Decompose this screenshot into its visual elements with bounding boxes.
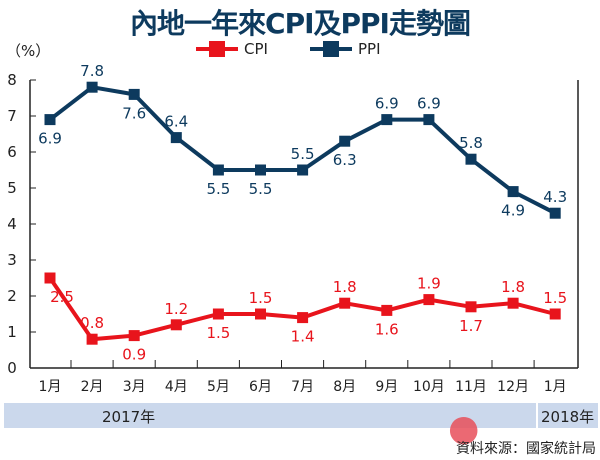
cpi-point [170,319,182,331]
x-tick-label: 1月 [39,379,62,395]
ppi-point [212,164,224,176]
ppi-data-label: 5.8 [459,134,483,152]
ppi-point [339,135,351,147]
y-tick-label: 5 [7,179,17,197]
x-tick-label: 5月 [207,379,230,395]
chart-title: 內地一年來CPI及PPI走勢圖 [130,7,471,40]
cpi-point [339,297,351,309]
x-tick-label: 6月 [249,379,272,395]
y-tick-label: 7 [7,107,17,125]
cpi-legend-marker [196,41,238,57]
x-tick-label: 7月 [291,379,314,395]
y-tick-label: 8 [7,71,17,89]
ppi-data-label: 7.8 [80,62,104,80]
y-tick-label: 2 [7,287,17,305]
cpi-data-label: 1.7 [459,317,483,335]
ppi-data-label: 5.5 [249,180,273,198]
x-tick-label: 10月 [413,379,445,395]
ppi-point [465,153,477,165]
x-tick-label: 11月 [455,379,487,395]
y-tick-label: 3 [7,251,17,269]
ppi-data-label: 6.9 [375,95,399,113]
cpi-point [549,308,561,320]
cpi-point [128,330,140,342]
year-label: 2018年 [541,408,595,426]
ppi-data-label: 4.9 [501,202,525,220]
year-band-2017 [4,403,536,428]
cpi-point [86,333,98,345]
y-tick-label: 4 [7,215,17,233]
x-tick-label: 9月 [375,379,398,395]
legend-label: PPI [358,40,381,58]
cpi-point [255,308,266,320]
ppi-data-label: 4.3 [543,188,567,206]
ppi-point [86,81,98,93]
ppi-point [170,132,182,144]
ppi-legend-marker [310,41,352,57]
cpi-data-label: 1.9 [417,275,441,293]
year-band-2018 [538,403,598,428]
wenweipo-logo: ● [448,408,480,449]
y-tick-label: 0 [7,359,17,377]
ppi-point [549,207,561,219]
ppi-data-label: 6.9 [38,130,62,148]
ppi-point [423,114,435,126]
x-tick-label: 3月 [123,379,146,395]
ppi-point [255,164,266,176]
plot-area: 0 1 2 3 4 5 6 7 8 1月 2月 3月 4月 5月 6月 7月 8月 9月 10月 11月 12月 1月 6.… [7,62,579,395]
cpi-data-label: 0.9 [122,346,146,364]
cpi-data-label: 2.5 [50,288,74,306]
ppi-point [381,114,393,126]
cpi-data-label: 1.5 [206,324,230,342]
x-tick-label: 1月 [544,379,567,395]
ppi-data-label: 6.9 [417,95,441,113]
legend-cpi: CPI [196,40,268,58]
ppi-point [44,114,56,126]
y-axis-unit: （%） [6,42,51,60]
cpi-point [423,294,435,306]
y-tick-label: 6 [7,143,17,161]
cpi-data-label: 1.8 [501,278,525,296]
ppi-data-label: 6.4 [164,113,188,131]
x-tick-label: 12月 [497,379,529,395]
cpi-data-label: 1.4 [291,328,315,346]
cpi-point [212,308,224,320]
cpi-point [44,272,56,284]
y-tick-label: 1 [7,323,17,341]
cpi-point [297,312,309,324]
cpi-point [465,301,477,313]
ppi-point [128,88,140,100]
x-tick-label: 2月 [81,379,104,395]
legend-ppi: PPI [310,40,381,58]
cpi-data-label: 0.8 [80,314,104,332]
cpi-data-label: 1.8 [333,278,357,296]
source-note: 資料來源：國家統計局 [456,441,596,457]
cpi-point [381,304,393,316]
cpi-data-label: 1.5 [249,289,273,307]
cpi-data-label: 1.6 [375,320,399,338]
ppi-data-label: 6.3 [333,151,357,169]
cpi-data-label: 1.2 [164,300,188,318]
cpi-point [507,297,519,309]
ppi-data-label: 5.5 [291,145,315,163]
ppi-data-label: 5.5 [206,180,230,198]
ppi-point [507,186,519,198]
ppi-point [297,164,309,176]
legend-label: CPI [244,40,268,58]
x-tick-label: 8月 [333,379,356,395]
year-label: 2017年 [102,408,156,426]
ppi-data-label: 7.6 [122,104,146,122]
cpi-data-label: 1.5 [543,289,567,307]
x-tick-label: 4月 [165,379,188,395]
